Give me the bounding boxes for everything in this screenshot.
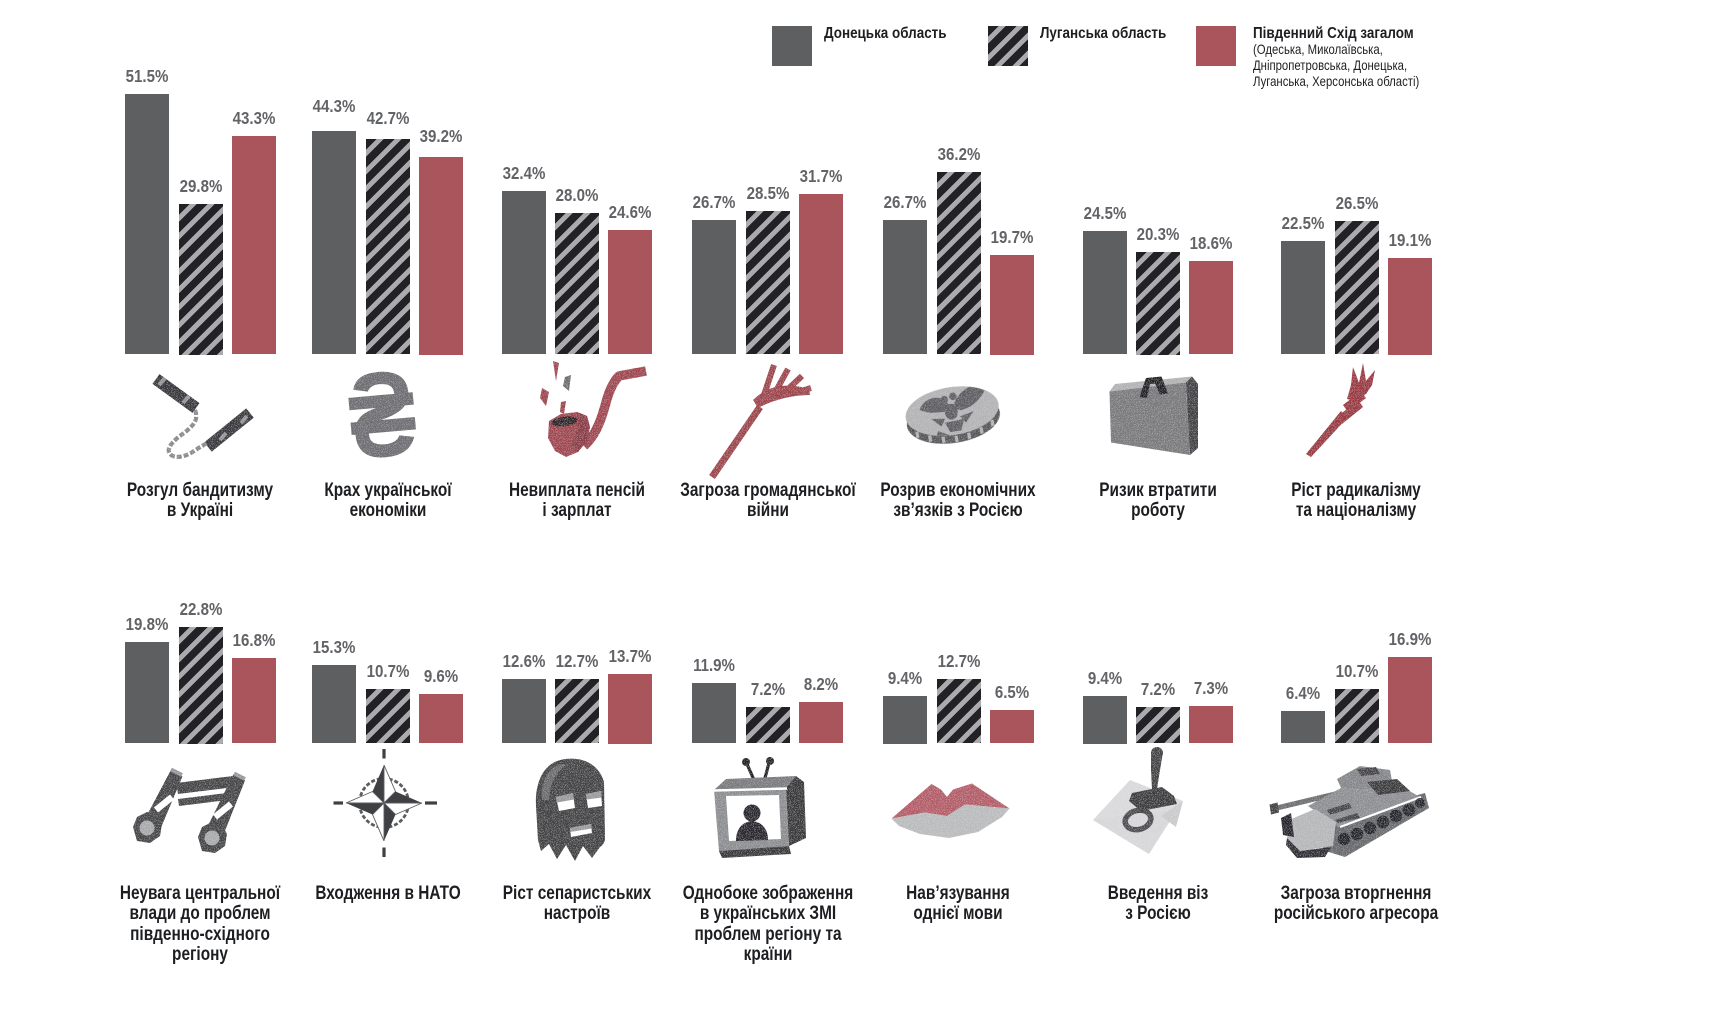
svg-text:₴: ₴ [343,344,422,485]
